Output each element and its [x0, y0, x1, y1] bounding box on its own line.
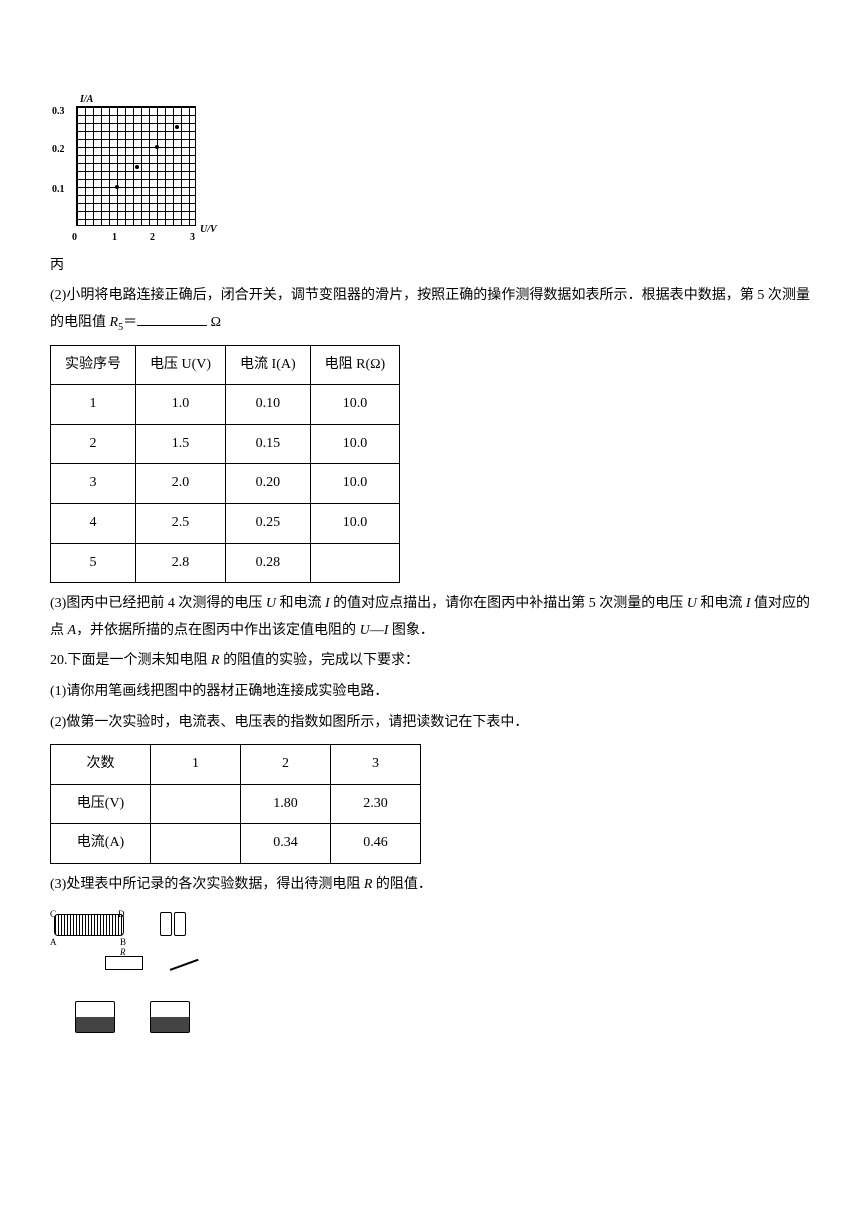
y-tick: 0.1 — [52, 180, 65, 199]
switch-icon — [170, 954, 210, 972]
voltmeter-icon — [150, 1001, 190, 1033]
th: 1 — [151, 745, 241, 785]
th: 2 — [241, 745, 331, 785]
x-tick: 3 — [190, 228, 195, 247]
question-20: 20.下面是一个测未知电阻 R 的阻值的实验，完成以下要求： — [50, 648, 810, 675]
th: 电流 I(A) — [226, 345, 311, 385]
label-d: D — [118, 906, 125, 923]
label-a: A — [50, 934, 57, 951]
data-point — [155, 145, 159, 149]
th: 3 — [331, 745, 421, 785]
y-tick: 0.2 — [52, 140, 65, 159]
question-20-3: (3)处理表中所记录的各次实验数据，得出待测电阻 R 的阻值． — [50, 872, 810, 899]
x-axis-label: U/V — [200, 220, 217, 239]
th: 电阻 R(Ω) — [310, 345, 400, 385]
label-c: C — [50, 906, 56, 923]
x-tick: 2 — [150, 228, 155, 247]
data-point — [135, 165, 139, 169]
ammeter-icon — [75, 1001, 115, 1033]
chart-caption: 丙 — [50, 253, 810, 280]
data-point — [115, 185, 119, 189]
x-tick: 0 — [72, 228, 77, 247]
x-tick: 1 — [112, 228, 117, 247]
chart-bing: I/A 0.3 0.2 0.1 0 1 2 3 U/V — [50, 100, 210, 240]
battery-icon — [160, 910, 186, 936]
question-2: (2)小明将电路连接正确后，闭合开关，调节变阻器的滑片，按照正确的操作测得数据如… — [50, 283, 810, 336]
question-20-1: (1)请你用笔画线把图中的器材正确地连接成实验电路． — [50, 679, 810, 706]
th: 实验序号 — [51, 345, 136, 385]
data-table-2: 次数 1 2 3 电压(V)1.802.30 电流(A)0.340.46 — [50, 744, 421, 864]
y-tick: 0.3 — [52, 102, 65, 121]
data-point — [175, 125, 179, 129]
rheostat-icon — [54, 914, 124, 936]
circuit-diagram: C D A B R — [50, 906, 250, 1046]
question-20-2: (2)做第一次实验时，电流表、电压表的指数如图所示，请把读数记在下表中． — [50, 710, 810, 737]
question-3: (3)图丙中已经把前 4 次测得的电压 U 和电流 I 的值对应点描出，请你在图… — [50, 591, 810, 644]
th: 次数 — [51, 745, 151, 785]
label-r: R — [120, 944, 126, 961]
blank-r5 — [137, 312, 207, 326]
data-table-1: 实验序号 电压 U(V) 电流 I(A) 电阻 R(Ω) 11.00.1010.… — [50, 345, 400, 584]
th: 电压 U(V) — [136, 345, 226, 385]
grid — [76, 106, 196, 226]
